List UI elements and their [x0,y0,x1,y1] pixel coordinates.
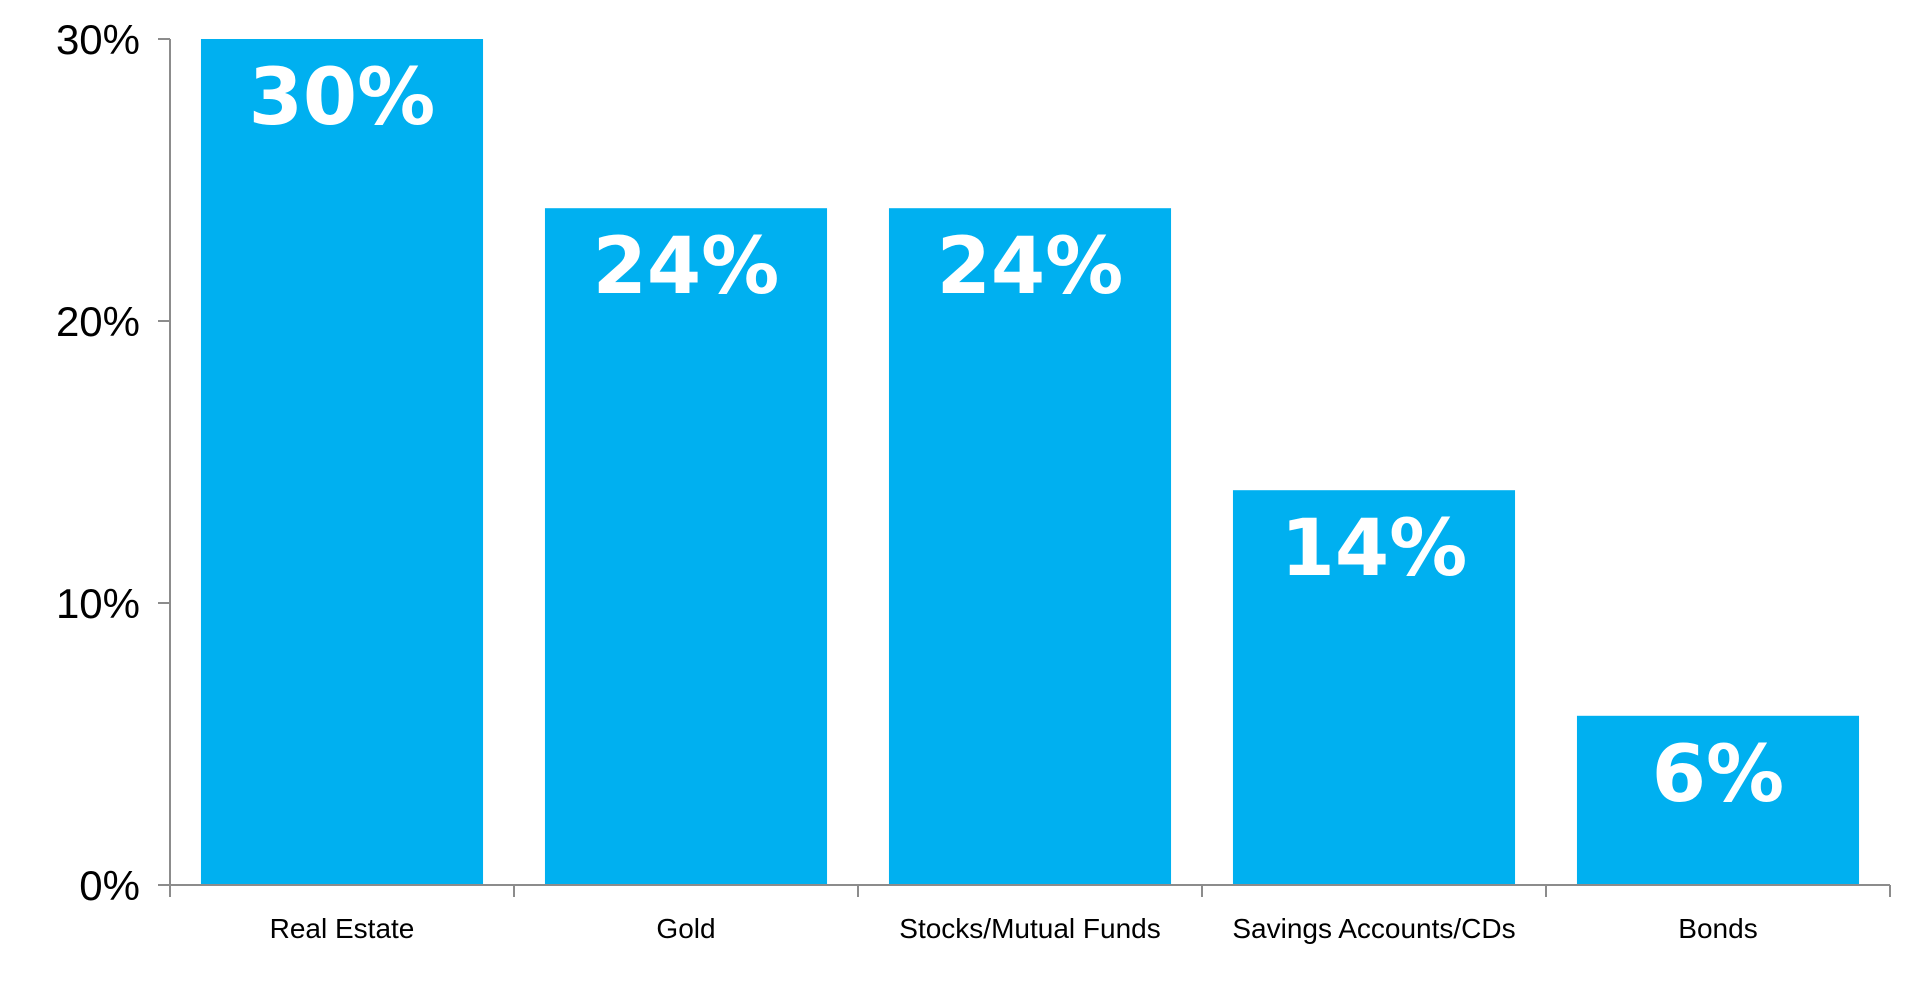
data-label-1: 30% [249,53,436,143]
data-label-4: 14% [1281,504,1468,594]
category-label-4: Savings Accounts/CDs [1232,913,1515,944]
category-label-2: Gold [656,913,715,944]
y-tick-label-3: 30% [56,16,140,63]
data-label-2: 24% [593,222,780,312]
bars-group [200,39,1860,885]
data-label-5: 6% [1652,730,1784,820]
axes-group [158,38,1891,897]
category-label-5: Bonds [1678,913,1757,944]
y-tick-label-2: 20% [56,298,140,345]
y-tick-label-0: 0% [79,862,140,909]
data-label-3: 24% [937,222,1124,312]
category-label-3: Stocks/Mutual Funds [899,913,1160,944]
bar-2 [544,208,828,885]
category-label-1: Real Estate [270,913,415,944]
labels-group: 30% Real Estate 24% Gold 24% Stocks/Mutual Fu… [56,16,1784,944]
y-tick-label-1: 10% [56,580,140,627]
bar-3 [888,208,1172,885]
bar-1 [200,39,484,885]
bar-5 [1576,715,1860,885]
bar-4 [1232,490,1516,885]
